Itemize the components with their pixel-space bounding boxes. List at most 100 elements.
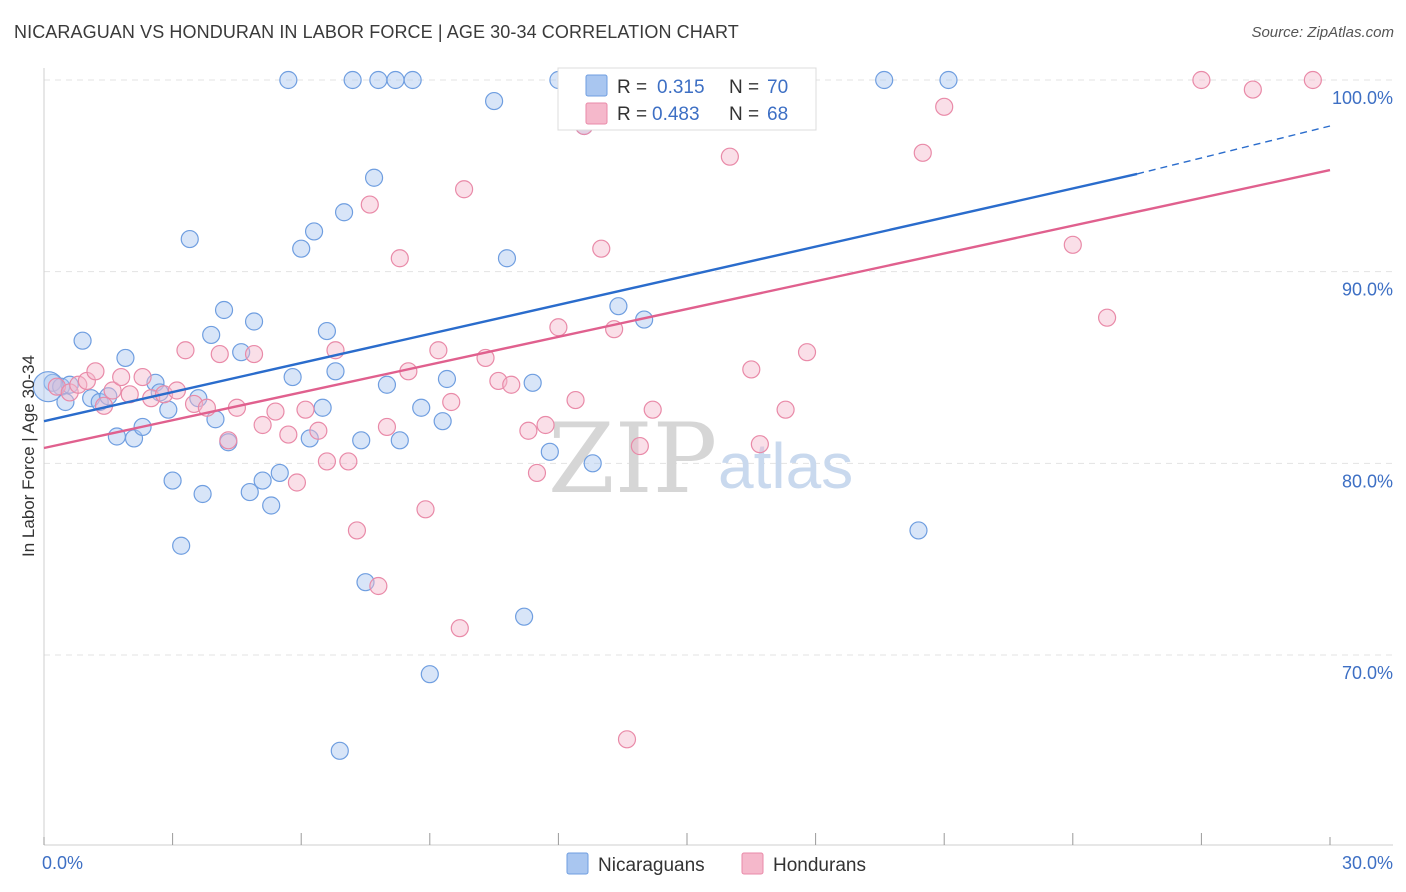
honduran-point	[339, 452, 358, 471]
nicaraguan-point	[172, 536, 191, 555]
nicaraguan-point	[214, 300, 234, 320]
nicaraguan-point	[163, 471, 182, 490]
nicaraguan-point	[292, 239, 311, 258]
y-tick-label-70: 70.0%	[1342, 663, 1393, 683]
nicaraguan-point	[343, 70, 362, 90]
legend-r-value-1: 0.315	[657, 77, 705, 98]
nicaraguan-point	[180, 229, 199, 249]
axes	[43, 68, 1393, 846]
nicaraguan-point	[193, 484, 212, 504]
nicaraguan-point	[116, 348, 135, 368]
honduran-point	[592, 239, 611, 258]
y-tick-label-80: 80.0%	[1342, 471, 1393, 491]
nicaraguan-point	[540, 442, 559, 461]
legend-n-value-2: 68	[767, 104, 788, 125]
legend-r-label-1: R =	[617, 77, 647, 98]
honduran-point	[720, 147, 739, 166]
honduran-point	[429, 341, 448, 360]
honduran-point	[502, 375, 521, 394]
nicaraguan-point	[523, 373, 542, 392]
nicaraguan-point	[253, 471, 272, 490]
honduran-point	[442, 392, 461, 412]
honduran-point	[630, 436, 649, 456]
bottom-legend-swatch-hondurans	[741, 852, 764, 875]
honduran-point	[360, 195, 379, 214]
nicaraguan-point	[420, 665, 439, 684]
legend-r-label-2: R =	[617, 104, 647, 125]
honduran-point	[450, 619, 469, 638]
honduran-point	[377, 417, 397, 437]
watermark-atlas: atlas	[718, 430, 853, 502]
nicaraguan-point	[202, 325, 221, 345]
nicaraguan-point	[330, 741, 349, 760]
honduran-point	[519, 421, 538, 440]
nicaraguan-point	[240, 482, 259, 502]
nicaraguan-point	[159, 400, 178, 419]
stats-legend: R = 0.315 N = 70 R = 0.483 N = 68	[557, 67, 817, 131]
honduran-point	[416, 500, 435, 519]
honduran-point	[86, 362, 105, 381]
honduran-point	[317, 452, 337, 471]
honduran-point	[1097, 308, 1117, 327]
nicaraguan-point	[412, 398, 431, 417]
nicaraguan-point	[939, 70, 958, 90]
bottom-legend-swatch-nicaraguans	[566, 852, 589, 875]
nicaraguan-point	[497, 249, 517, 268]
series-legend: Nicaraguans Hondurans	[566, 852, 866, 876]
honduran-point	[176, 341, 195, 360]
honduran-point	[266, 402, 285, 421]
honduran-point	[210, 344, 229, 364]
source-credit: Source: ZipAtlas.com	[1251, 24, 1394, 41]
nicaraguan-point	[279, 70, 298, 90]
honduran-point	[776, 400, 795, 419]
nicaraguan-point	[334, 203, 354, 222]
honduran-point	[244, 344, 264, 364]
honduran-point	[103, 381, 122, 400]
nicaraguan-point	[352, 431, 371, 450]
nicaraguan-point	[283, 367, 302, 387]
honduran-point	[536, 415, 555, 435]
x-tick-label-max: 30.0%	[1342, 853, 1393, 873]
x-tick-label-min: 0.0%	[42, 853, 83, 873]
legend-n-value-1: 70	[767, 77, 788, 98]
honduran-point	[527, 463, 547, 483]
y-tick-label-90: 90.0%	[1342, 280, 1393, 300]
nicaraguan-point	[485, 91, 504, 111]
honduran-point	[69, 375, 88, 394]
nicaraguan-point	[386, 70, 405, 90]
bottom-legend-label-hondurans: Hondurans	[773, 855, 866, 876]
honduran-point	[549, 318, 568, 337]
honduran-point	[1192, 70, 1211, 90]
honduran-point	[309, 421, 328, 440]
honduran-trend-line	[43, 168, 1331, 450]
honduran-point	[1243, 80, 1262, 99]
honduran-point	[643, 400, 662, 419]
nicaraguan-point	[313, 398, 332, 417]
honduran-point	[279, 425, 298, 444]
honduran-point	[219, 431, 238, 450]
honduran-point	[369, 576, 388, 596]
nicaraguan-point	[262, 496, 281, 515]
y-tick-labels: 70.0% 80.0% 90.0% 100.0%	[1332, 88, 1393, 683]
nicaraguan-point	[433, 412, 452, 431]
x-tick-labels: 0.0% 30.0%	[42, 853, 1393, 873]
chart-title: NICARAGUAN VS HONDURAN IN LABOR FORCE | …	[14, 22, 739, 42]
nicaraguan-point	[437, 369, 457, 389]
honduran-point	[253, 415, 272, 435]
nicaraguan-point	[515, 607, 534, 626]
honduran-point	[347, 521, 367, 540]
nicaraguan-point	[73, 331, 92, 350]
nicaraguan-point	[609, 297, 628, 316]
honduran-point	[390, 249, 409, 268]
honduran-point	[566, 390, 585, 410]
trend-lines	[43, 125, 1331, 450]
nicaraguan-point	[377, 375, 397, 394]
nicaraguan-point	[909, 521, 928, 540]
nicaraguan-point	[390, 431, 409, 450]
nicaraguan-point	[875, 70, 894, 90]
nicaraguan-point	[317, 321, 337, 341]
nicaraguan-point	[369, 70, 388, 90]
legend-swatch-hondurans	[585, 102, 608, 125]
y-tick-label-100: 100.0%	[1332, 88, 1393, 108]
nicaraguan-point	[56, 392, 75, 412]
